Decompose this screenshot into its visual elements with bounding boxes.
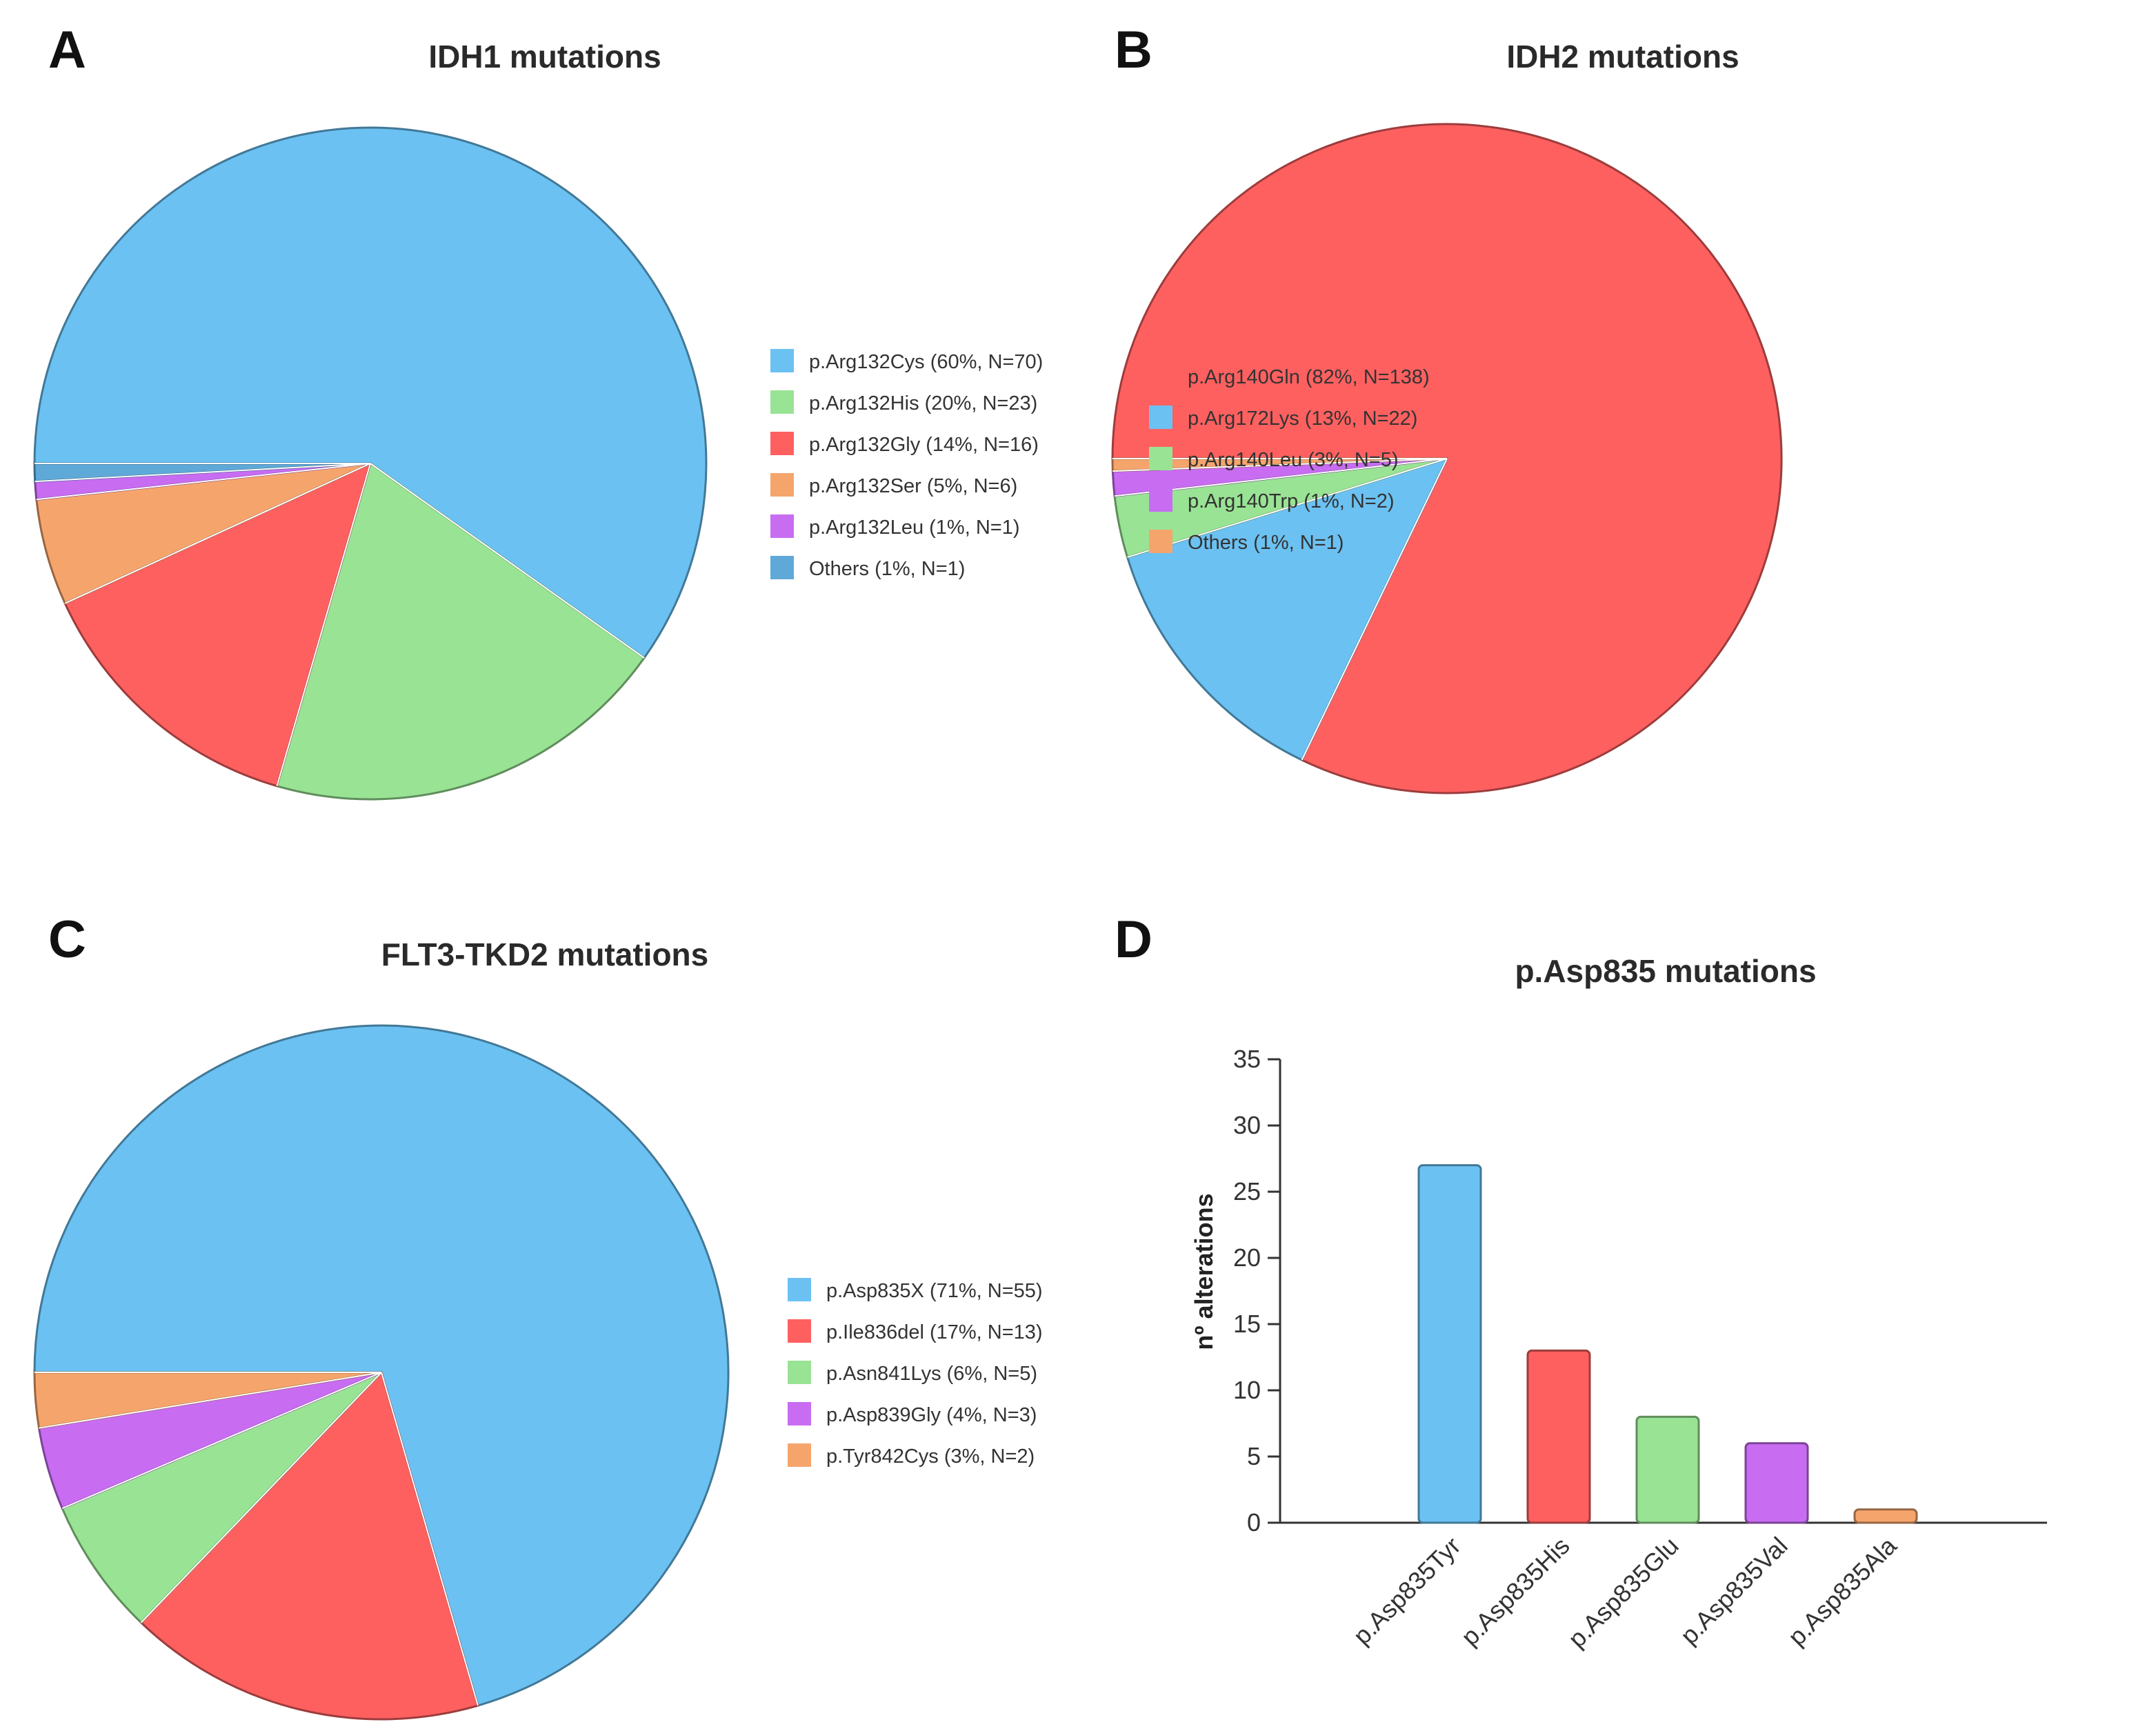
legend-label: p.Arg172Lys (13%, N=22): [1188, 408, 1417, 430]
legend-idh1: p.Arg132Cys (60%, N=70) p.Arg132His (20%,…: [770, 349, 1043, 580]
chart-title-flt3: FLT3-TKD2 mutations: [381, 937, 708, 972]
pie-slice-p-arg140gln: [1111, 123, 1783, 794]
bar-p-asp835ala: [1853, 1508, 1918, 1524]
x-tick-label: p.Asp835Val: [1675, 1532, 1793, 1650]
y-tick-label: 0: [1247, 1508, 1261, 1537]
legend-swatch: [788, 1278, 811, 1301]
legend-swatch: [788, 1319, 811, 1343]
bar-series: [1417, 1164, 1918, 1524]
slice-separator: [1127, 458, 1448, 558]
x-tick-label: p.Asp835His: [1455, 1532, 1575, 1651]
legend-label: p.Tyr842Cys (3%, N=2): [826, 1445, 1035, 1468]
y-tick-label: 35: [1233, 1045, 1261, 1073]
x-tick-label: p.Asp835Glu: [1562, 1532, 1684, 1653]
bar-chart-asp835: p.Asp835 mutations nº alterations 0 5 10 15…: [1190, 953, 2047, 1653]
legend-label: p.Asn841Lys (6%, N=5): [826, 1363, 1037, 1385]
legend-swatch: [1149, 364, 1172, 388]
legend-swatch: [770, 349, 794, 372]
pie-slices-idh2: [1111, 123, 1783, 794]
pie-slice-p-asp835x: [33, 1024, 730, 1707]
slice-separator: [36, 463, 371, 501]
pie-chart-idh2: IDH2 mutations p.Arg140Gln (82%, N=138)p…: [1111, 39, 1783, 794]
legend-label: p.Asp839Gly (4%, N=3): [826, 1404, 1037, 1426]
slice-separator: [61, 1372, 382, 1510]
chart-title-asp835: p.Asp835 mutations: [1515, 953, 1816, 989]
legend-label: p.Arg140Leu (3%, N=5): [1188, 449, 1399, 471]
legend-swatch: [770, 432, 794, 455]
legend-label: p.Arg140Gln (82%, N=138): [1188, 366, 1430, 388]
chart-title-idh1: IDH1 mutations: [428, 39, 661, 74]
legend-label: Others (1%, N=1): [809, 558, 965, 580]
y-axis-label: nº alterations: [1190, 1193, 1218, 1350]
slice-separator: [140, 1372, 382, 1623]
legend-swatch: [1149, 406, 1172, 429]
panel-label-c: C: [48, 910, 86, 969]
chart-title-idh2: IDH2 mutations: [1506, 39, 1739, 74]
legend-swatch: [788, 1402, 811, 1425]
pie-slice-p-ile836del: [140, 1371, 479, 1721]
panel-label-d: D: [1115, 910, 1152, 969]
pie-slice-p-arg132gly: [63, 462, 372, 788]
y-tick-label: 5: [1247, 1442, 1261, 1470]
slice-separator: [276, 463, 371, 787]
slice-separator: [1301, 458, 1448, 761]
pie-chart-flt3: FLT3-TKD2 mutations p.Asp835X (71%, N=55…: [33, 937, 1043, 1721]
x-tick-label: p.Asp835Tyr: [1348, 1532, 1466, 1650]
panel-label-b: B: [1115, 21, 1152, 79]
legend-flt3: p.Asp835X (71%, N=55) p.Ile836del (17%, N…: [788, 1278, 1043, 1468]
legend-label: p.Arg132Ser (5%, N=6): [809, 475, 1017, 497]
y-tick-label: 15: [1233, 1310, 1261, 1338]
pie-slices-flt3: [33, 1024, 730, 1721]
legend-label: p.Arg132His (20%, N=23): [809, 392, 1037, 414]
slice-separator: [381, 1372, 479, 1706]
legend-label: p.Arg132Cys (60%, N=70): [809, 351, 1043, 373]
pie-slice-p-arg132ser: [35, 462, 372, 605]
legend-swatch: [788, 1443, 811, 1467]
legend-label: p.Ile836del (17%, N=13): [826, 1321, 1043, 1343]
pie-chart-idh1: IDH1 mutations p.Arg132Cys (60%, N=70)p.…: [33, 39, 1043, 801]
pie-slices-idh1: [33, 126, 708, 801]
slice-separator: [370, 463, 645, 659]
x-tick-label: p.Asp835Ala: [1782, 1531, 1902, 1651]
legend-swatch: [770, 514, 794, 538]
y-tick-label: 20: [1233, 1243, 1261, 1272]
legend-label: p.Asp835X (71%, N=55): [826, 1280, 1043, 1302]
bar-p-asp835glu: [1635, 1415, 1700, 1524]
slice-separator: [39, 1372, 382, 1429]
legend-label: p.Arg132Gly (14%, N=16): [809, 434, 1039, 456]
legend-swatch: [788, 1361, 811, 1384]
bar-p-asp835his: [1526, 1349, 1591, 1524]
legend-idh2: p.Arg140Gln (82%, N=138) p.Arg172Lys (13%…: [1149, 364, 1430, 554]
y-tick-label: 30: [1233, 1111, 1261, 1139]
panel-label-a: A: [48, 21, 86, 79]
legend-swatch: [770, 473, 794, 497]
pie-slice-p-asn841lys: [61, 1371, 383, 1624]
y-tick-label: 10: [1233, 1376, 1261, 1404]
y-tick-label: 25: [1233, 1177, 1261, 1205]
legend-label: p.Arg140Trp (1%, N=2): [1188, 490, 1395, 512]
legend-swatch: [1149, 530, 1172, 553]
pie-slice-p-arg172lys: [1126, 457, 1448, 761]
bar-p-asp835val: [1744, 1442, 1809, 1524]
legend-swatch: [1149, 447, 1172, 470]
slice-separator: [34, 463, 371, 483]
legend-swatch: [770, 556, 794, 579]
legend-label: Others (1%, N=1): [1188, 532, 1344, 554]
pie-slice-p-arg132his: [276, 462, 646, 801]
bar-p-asp835tyr: [1417, 1164, 1482, 1524]
slice-separator: [64, 463, 371, 604]
bar-category-labels: p.Asp835Tyrp.Asp835Hisp.Asp835Glup.Asp83…: [1348, 1531, 1903, 1653]
legend-swatch: [1149, 488, 1172, 512]
pie-slice-p-arg132cys: [33, 126, 708, 659]
legend-label: p.Arg132Leu (1%, N=1): [809, 517, 1020, 539]
legend-swatch: [770, 390, 794, 414]
